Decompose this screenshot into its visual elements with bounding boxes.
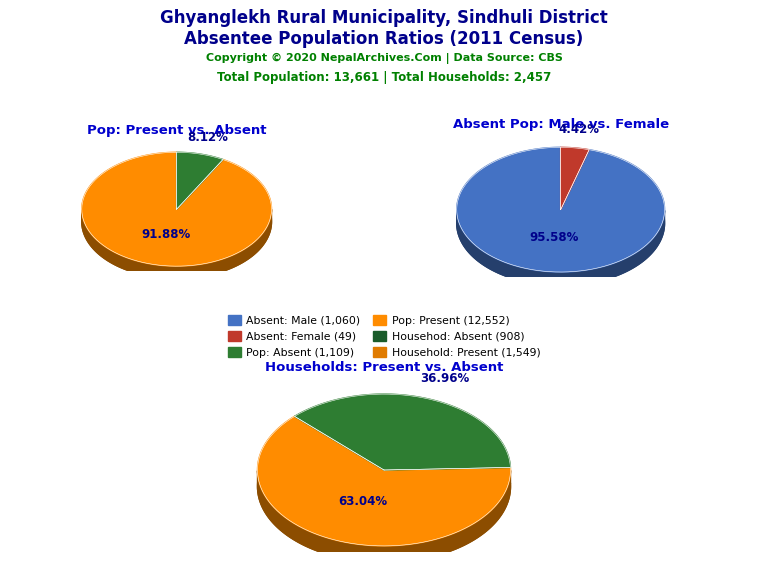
Polygon shape: [457, 161, 664, 286]
Text: Copyright © 2020 NepalArchives.Com | Data Source: CBS: Copyright © 2020 NepalArchives.Com | Dat…: [206, 53, 562, 64]
Legend: Absent: Male (1,060), Absent: Female (49), Pop: Absent (1,109), Pop: Present (12: Absent: Male (1,060), Absent: Female (49…: [223, 310, 545, 362]
Text: Absentee Population Ratios (2011 Census): Absentee Population Ratios (2011 Census): [184, 30, 584, 48]
Text: 91.88%: 91.88%: [141, 228, 190, 241]
Polygon shape: [295, 411, 511, 484]
Polygon shape: [457, 147, 664, 272]
Polygon shape: [257, 471, 511, 562]
Text: 4.42%: 4.42%: [559, 123, 600, 136]
Polygon shape: [457, 210, 664, 286]
Title: Pop: Present vs. Absent: Pop: Present vs. Absent: [87, 124, 266, 137]
Text: 8.12%: 8.12%: [187, 131, 228, 144]
Polygon shape: [177, 152, 223, 209]
Text: 95.58%: 95.58%: [529, 231, 579, 244]
Polygon shape: [257, 416, 511, 546]
Polygon shape: [81, 152, 272, 266]
Title: Households: Present vs. Absent: Households: Present vs. Absent: [265, 361, 503, 374]
Polygon shape: [561, 161, 589, 210]
Polygon shape: [81, 209, 272, 278]
Text: Total Population: 13,661 | Total Households: 2,457: Total Population: 13,661 | Total Househo…: [217, 71, 551, 85]
Text: Ghyanglekh Rural Municipality, Sindhuli District: Ghyanglekh Rural Municipality, Sindhuli …: [160, 9, 608, 26]
Polygon shape: [177, 165, 223, 209]
Polygon shape: [257, 433, 511, 562]
Polygon shape: [81, 165, 272, 278]
Text: 63.04%: 63.04%: [339, 495, 388, 508]
Text: 36.96%: 36.96%: [419, 372, 469, 385]
Title: Absent Pop: Male vs. Female: Absent Pop: Male vs. Female: [452, 118, 669, 131]
Polygon shape: [295, 394, 511, 470]
Polygon shape: [561, 147, 589, 210]
